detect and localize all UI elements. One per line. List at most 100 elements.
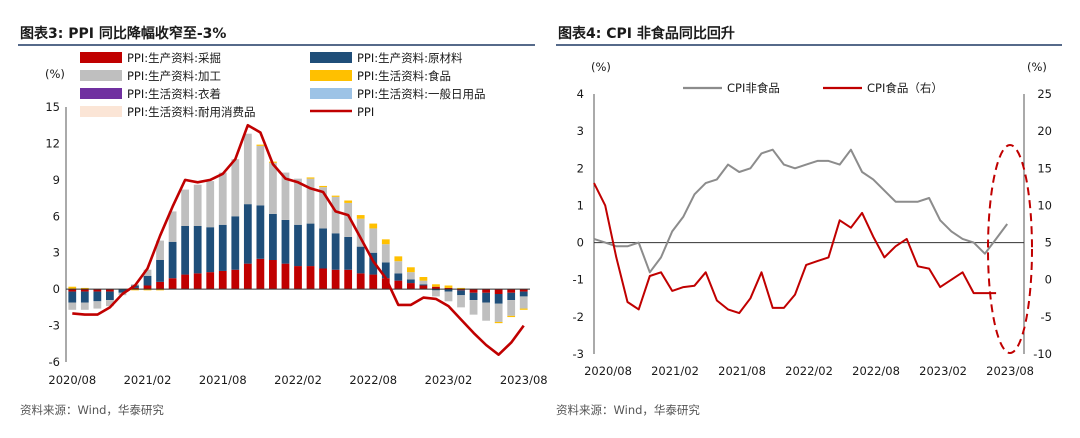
y-tick-label: -3: [49, 319, 60, 333]
y-tick-label-right: 15: [1037, 161, 1052, 175]
y-tick-label-left: 4: [577, 87, 584, 101]
y-axis-unit-left-2: (%): [591, 60, 611, 74]
bar-segment: [256, 258, 265, 290]
y-tick-label-right: 20: [1037, 124, 1052, 138]
bar-segment: [369, 274, 378, 290]
bar-segment: [356, 218, 365, 247]
bar-segment: [93, 301, 102, 309]
bar-segment: [231, 269, 240, 290]
bar-segment: [269, 213, 277, 260]
bar-segment: [419, 280, 428, 285]
bar-segment: [181, 189, 190, 226]
bar-segment: [231, 216, 240, 270]
bar-segment: [269, 162, 277, 214]
bar-segment: [131, 287, 139, 290]
bar-segment: [218, 270, 227, 290]
bar-segment: [457, 289, 465, 291]
ppi-line: [72, 123, 525, 356]
bar-segment: [507, 300, 516, 316]
legend-right: CPI非食品 CPI食品（右）: [683, 81, 943, 95]
bar-segment: [231, 159, 240, 217]
bar-segment: [344, 202, 353, 237]
bar-segment: [80, 291, 89, 303]
bar-segment: [80, 289, 89, 292]
bar-segment: [168, 211, 177, 242]
legend-swatch-clothing: [80, 88, 122, 99]
bar-segment: [469, 289, 478, 293]
bar-segment: [457, 287, 465, 290]
x-axis-left: 2020/08 2021/02 2021/08 2022/02 2022/08 2023/…: [48, 373, 547, 387]
y-tick-label: -6: [49, 355, 60, 369]
y-tick-label-left: -3: [573, 347, 584, 361]
bar-segment: [80, 302, 89, 310]
legend-swatch-raw-materials: [310, 52, 352, 63]
bar-segment: [381, 244, 390, 263]
x-tick-label: 2023/08: [500, 373, 548, 387]
bar-segment: [381, 262, 390, 279]
y-tick-label-right: -5: [1041, 310, 1052, 324]
bar-segment: [319, 187, 327, 229]
source-note-left: 资料来源：Wind，华泰研究: [20, 403, 164, 417]
bar-segment: [306, 178, 315, 224]
legend-label-cpi-nonfood: CPI非食品: [727, 81, 780, 95]
bar-segment: [269, 260, 277, 290]
bars-left: [68, 133, 528, 324]
x-tick-label: 2021/08: [199, 373, 247, 387]
bar-segment: [444, 285, 453, 288]
bar-segment: [156, 281, 164, 290]
y-tick-label-right: 25: [1037, 87, 1052, 101]
bar-segment: [432, 284, 440, 287]
bar-segment: [394, 280, 403, 290]
bar-segment: [68, 291, 77, 303]
bar-segment: [168, 241, 177, 279]
bar-segment: [406, 272, 415, 280]
bar-segment: [444, 289, 453, 292]
legend-label-ppi: PPI: [357, 105, 374, 119]
bar-segment: [444, 287, 453, 290]
x-tick-label: 2022/02: [274, 373, 322, 387]
y-tick-label-left: 3: [577, 124, 584, 138]
x-tick-label: 2022/02: [785, 364, 833, 378]
x-tick-label: 2022/08: [852, 364, 900, 378]
bar-segment: [519, 289, 528, 292]
cpi-food-line: [593, 182, 997, 315]
bar-segment: [306, 223, 315, 267]
bar-segment: [306, 177, 315, 179]
bar-segment: [369, 223, 378, 229]
bar-segment: [331, 233, 340, 270]
legend-label-durables: PPI:生活资料:耐用消费品: [127, 105, 256, 119]
bar-segment: [469, 292, 478, 301]
x-axis-right: 2020/08 2021/02 2021/08 2022/02 2022/08 2023/…: [584, 364, 1034, 378]
bar-segment: [68, 286, 77, 290]
bar-segment: [356, 273, 365, 290]
chart-title-right: 图表4: CPI 非食品同比回升: [558, 25, 735, 42]
bar-segment: [381, 239, 390, 245]
legend-left: PPI:生产资料:采掘 PPI:生产资料:原材料 PPI:生产资料:加工 PPI…: [80, 51, 486, 119]
bar-segment: [507, 315, 516, 318]
bar-segment: [68, 302, 77, 310]
bar-segment: [406, 267, 415, 273]
bar-segment: [356, 246, 365, 274]
legend-swatch-daily-goods: [310, 88, 352, 99]
bar-segment: [432, 289, 440, 291]
bar-segment: [106, 289, 114, 292]
bar-segment: [243, 263, 252, 290]
bar-segment: [256, 145, 265, 206]
y-tick-label-left: -2: [573, 310, 584, 324]
bar-segment: [181, 274, 190, 290]
bar-segment: [68, 289, 77, 292]
bar-segment: [419, 285, 428, 290]
legend-label-raw-materials: PPI:生产资料:原材料: [357, 51, 463, 65]
legend-label-mining: PPI:生产资料:采掘: [127, 51, 221, 65]
x-tick-label: 2020/08: [584, 364, 632, 378]
bar-segment: [469, 300, 478, 315]
y-tick-label-right: 10: [1037, 198, 1052, 212]
bar-segment: [419, 277, 428, 281]
legend-swatch-mining: [80, 52, 122, 63]
bar-segment: [457, 295, 465, 308]
x-tick-label: 2023/08: [986, 364, 1034, 378]
y-tick-label-right: 5: [1045, 236, 1052, 250]
bar-segment: [344, 269, 353, 290]
x-tick-label: 2022/08: [349, 373, 397, 387]
